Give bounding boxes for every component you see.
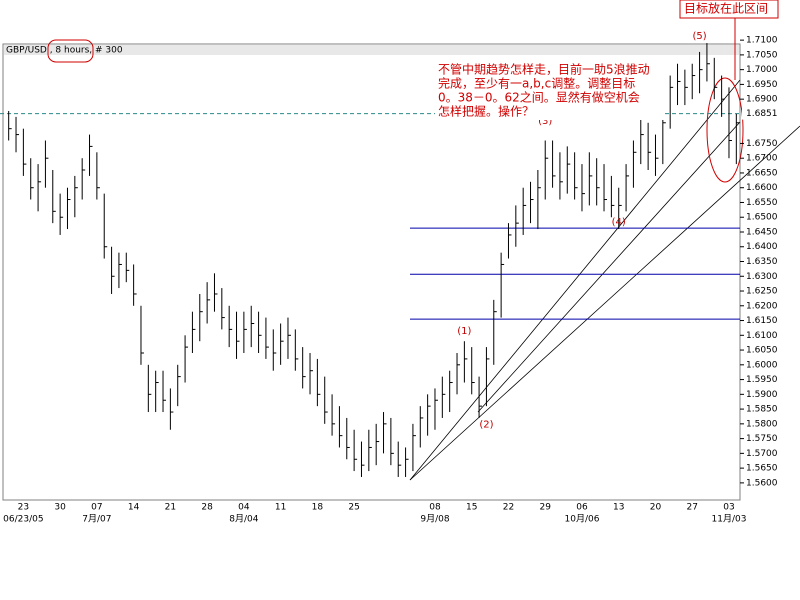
x-tick-label: 21: [165, 503, 176, 513]
x-tick-label: 08: [429, 503, 441, 513]
y-tick-label: 1.5750: [746, 434, 778, 444]
trend-line: [477, 121, 741, 413]
y-tick-label: 1.6150: [746, 316, 778, 326]
x-tick-label: 20: [650, 503, 662, 513]
x-tick-label: 06: [576, 503, 588, 513]
wave-label: (2): [479, 420, 493, 431]
wave-label: (3): [538, 116, 552, 127]
y-tick-label: 1.5650: [746, 464, 778, 474]
y-tick-label: 1.5900: [746, 390, 778, 400]
y-tick-label: 1.5600: [746, 478, 778, 488]
x-tick-label: 23: [18, 503, 29, 513]
x-tick-label: 30: [54, 503, 66, 513]
x-tick-label: 04: [238, 503, 250, 513]
x-tick-label: 22: [503, 503, 514, 513]
title-bar: [4, 45, 739, 55]
note-line: 怎样把握。操作？: [438, 104, 534, 119]
y-tick-label: 1.6650: [746, 168, 778, 178]
note-line: 不管中期趋势怎样走，目前一助5浪推动: [438, 62, 650, 77]
x-tick-label: 18: [312, 503, 324, 513]
y-tick-label: 1.5700: [746, 449, 778, 459]
wave-label: (1): [457, 326, 471, 337]
wave-label: (4): [612, 217, 626, 228]
y-tick-label: 1.5800: [746, 419, 778, 429]
x-tick-label: 07: [91, 503, 102, 513]
x-sublabel: 8月/04: [229, 514, 258, 525]
y-tick-label: 1.6350: [746, 257, 778, 267]
x-sublabel: 11月/03: [712, 514, 747, 525]
wave-label: (5): [692, 31, 706, 42]
y-tick-label: 1.7050: [746, 50, 778, 60]
x-tick-label: 15: [466, 503, 477, 513]
price-label-bg: [742, 107, 782, 120]
y-tick-label: 1.5950: [746, 375, 778, 385]
trend-line: [409, 79, 741, 481]
y-tick-label: 1.6250: [746, 287, 778, 297]
trend-line: [409, 125, 800, 481]
note-line: 完成，至少有一a,b,c调整。调整目标: [438, 76, 635, 91]
y-tick-label: 1.6400: [746, 242, 778, 252]
highlight-period: [47, 39, 94, 63]
target-ellipse: [706, 77, 744, 183]
y-tick-label: 1.6300: [746, 272, 778, 282]
target-note: 目标放在此区间: [684, 1, 768, 16]
x-tick-label: 03: [723, 503, 734, 513]
x-tick-label: 13: [613, 503, 624, 513]
y-tick-label: 1.6950: [746, 80, 778, 90]
y-tick-label: 1.6200: [746, 301, 778, 311]
x-tick-label: 29: [539, 503, 551, 513]
y-tick-label: 1.6550: [746, 198, 778, 208]
x-tick-label: 11: [275, 503, 286, 513]
x-tick-label: 28: [201, 503, 213, 513]
x-tick-label: 14: [128, 503, 140, 513]
x-tick-label: 27: [686, 503, 697, 513]
x-tick-label: 25: [348, 503, 359, 513]
target-box: [679, 0, 779, 19]
y-tick-label: 1.5850: [746, 405, 778, 415]
note-line: 0。38－0。62之间。显然有做空机会: [438, 90, 640, 105]
chart-title: GBP/USD , 8 hours, # 300: [6, 46, 123, 56]
y-tick-label: 1.6050: [746, 346, 778, 356]
note-box: [435, 62, 665, 120]
y-tick-label: 1.6700: [746, 154, 778, 164]
y-tick-label: 1.6500: [746, 213, 778, 223]
y-tick-label: 1.6100: [746, 331, 778, 341]
y-tick-label: 1.7100: [746, 36, 778, 46]
y-tick-label: 1.6450: [746, 227, 778, 237]
y-tick-label: 1.6600: [746, 183, 778, 193]
y-tick-label: 1.6750: [746, 139, 778, 149]
price-label: 1.6851: [746, 109, 778, 119]
x-sublabel: 06/23/05: [3, 515, 43, 525]
y-tick-label: 1.7000: [746, 65, 778, 75]
y-tick-label: 1.6000: [746, 360, 778, 370]
y-tick-label: 1.6900: [746, 95, 778, 105]
x-sublabel: 7月/07: [82, 514, 111, 525]
x-sublabel: 10月/06: [565, 514, 600, 525]
x-sublabel: 9月/08: [420, 514, 449, 525]
